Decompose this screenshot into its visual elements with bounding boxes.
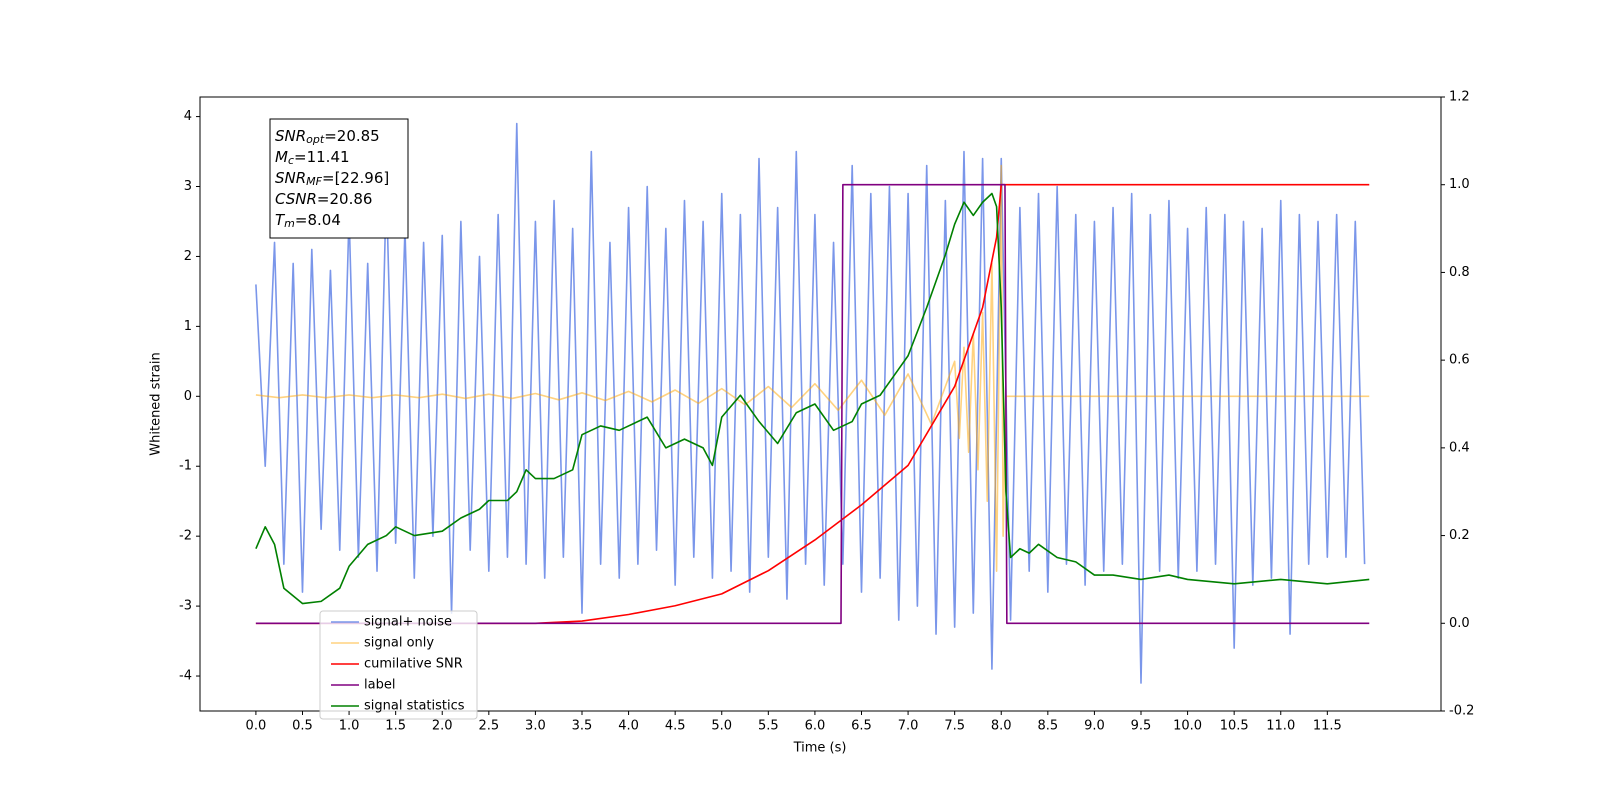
legend: signal+ noise signal only cumilative SNR la…: [319, 610, 478, 720]
x-axis-label: Time (s): [793, 741, 847, 756]
y-tick-label: -2: [179, 529, 192, 544]
legend-label: label: [364, 678, 395, 693]
x-tick-label: 0.0: [246, 719, 267, 734]
x-tick-label: 7.5: [944, 719, 965, 734]
legend-label: signal+ noise: [364, 615, 452, 630]
annotation-symbol: CSNR: [275, 190, 317, 208]
annotation-line: Mc=11.41: [275, 148, 350, 168]
plot-area: [255, 122, 1370, 684]
x-tick-label: 2.5: [478, 719, 499, 734]
annotation-value: =8.04: [295, 211, 341, 229]
annotation-subscript: opt: [306, 133, 325, 146]
annotation-symbol: SNR: [275, 127, 306, 145]
annotation-frame: [269, 118, 409, 239]
x-tick-label: 9.0: [1084, 719, 1105, 734]
legend-label: signal statistics: [364, 699, 465, 714]
x-tick-label: 4.0: [618, 719, 639, 734]
series-line: [255, 164, 1370, 572]
y-tick-label: -4: [179, 669, 192, 684]
x-tick-label: 11.0: [1266, 719, 1295, 734]
x-tick-label: 5.5: [758, 719, 779, 734]
y2-tick-label: 0.4: [1449, 440, 1470, 455]
x-tick-label: 9.5: [1131, 719, 1152, 734]
x-tick-label: 8.0: [991, 719, 1012, 734]
series-line: [255, 183, 1370, 625]
y-tick-label: 0: [184, 389, 192, 404]
y2-tick-label: 0.6: [1449, 353, 1470, 368]
series-line: [255, 183, 1370, 625]
y2-tick-label: -0.2: [1449, 704, 1474, 719]
annotation-subscript: MF: [306, 175, 322, 188]
annotation-value: =11.41: [294, 148, 350, 166]
x-tick-label: 7.0: [898, 719, 919, 734]
x-tick-label: 5.0: [711, 719, 732, 734]
annotation-line: SNRMF=[22.96]: [275, 169, 389, 189]
y-tick-label: -1: [179, 459, 192, 474]
y-tick-label: -3: [179, 599, 192, 614]
y-tick-label: 4: [184, 109, 192, 124]
x-tick-label: 4.5: [665, 719, 686, 734]
x-tick-label: 1.0: [339, 719, 360, 734]
x-tick-label: 6.5: [851, 719, 872, 734]
annotation-value: =[22.96]: [322, 169, 389, 187]
annotation-symbol: M: [275, 148, 288, 166]
x-tick-label: 11.5: [1313, 719, 1342, 734]
annotation-box: SNRopt=20.85Mc=11.41SNRMF=[22.96]CSNR=20…: [269, 118, 409, 239]
annotation-symbol: SNR: [275, 169, 306, 187]
x-tick-label: 6.0: [805, 719, 826, 734]
legend-label: signal only: [364, 636, 434, 651]
x-tick-label: 1.5: [385, 719, 406, 734]
y-tick-label: 2: [184, 249, 192, 264]
annotation-line: Tm=8.04: [275, 211, 341, 231]
x-tick-label: 3.5: [572, 719, 593, 734]
y2-tick-label: 0.8: [1449, 265, 1470, 280]
y-tick-label: 1: [184, 319, 192, 334]
annotation-subscript: m: [284, 217, 295, 230]
x-tick-label: 0.5: [292, 719, 313, 734]
x-tick-label: 3.0: [525, 719, 546, 734]
annotation-line: CSNR=20.86: [275, 190, 372, 208]
y2-tick-label: 0.0: [1449, 616, 1470, 631]
annotation-subscript: c: [288, 154, 294, 167]
x-tick-label: 10.0: [1173, 719, 1202, 734]
x-tick-label: 8.5: [1037, 719, 1058, 734]
y-axis-label: Whitened strain: [149, 352, 164, 455]
series-line: [255, 192, 1370, 605]
annotation-symbol: T: [275, 211, 286, 229]
y-tick-label: 3: [184, 179, 192, 194]
y2-tick-label: 0.2: [1449, 528, 1470, 543]
legend-label: cumilative SNR: [364, 657, 463, 672]
annotation-value: =20.85: [324, 127, 380, 145]
x-tick-label: 2.0: [432, 719, 453, 734]
y2-tick-label: 1.0: [1449, 177, 1470, 192]
y2-tick-label: 1.2: [1449, 90, 1470, 105]
axes-frame: [199, 96, 1442, 712]
annotation-value: =20.86: [317, 190, 373, 208]
x-tick-label: 10.5: [1220, 719, 1249, 734]
legend-frame: [319, 610, 478, 720]
annotation-line: SNRopt=20.85: [275, 127, 380, 147]
